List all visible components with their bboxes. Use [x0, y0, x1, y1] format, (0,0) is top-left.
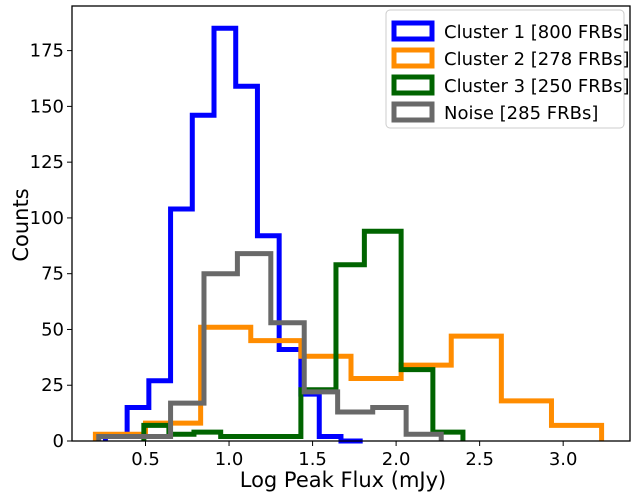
- series-4-outline: [96, 251, 444, 441]
- y-tick-label: 25: [41, 375, 64, 396]
- x-tick-label: 0.5: [131, 449, 160, 470]
- legend: Cluster 1 [800 FRBs] Cluster 2 [278 FRBs]…: [385, 9, 630, 129]
- series-2-outline: [92, 324, 605, 441]
- y-tick-label: 100: [30, 208, 64, 229]
- legend-label: Cluster 1 [800 FRBs]: [444, 22, 630, 43]
- plot-frame: [71, 5, 631, 442]
- histogram-series: [92, 25, 605, 444]
- legend-swatch: [391, 47, 435, 69]
- y-tick-label: 75: [41, 264, 64, 285]
- legend-swatch: [391, 20, 435, 42]
- x-tick-label: 1.0: [215, 449, 244, 470]
- legend-label: Cluster 3 [250 FRBs]: [444, 76, 630, 97]
- legend-label: Cluster 2 [278 FRBs]: [444, 49, 630, 70]
- y-axis-ticks: 0 25 50 75 100 125 150 175: [30, 41, 72, 452]
- series-3-outline: [141, 228, 466, 441]
- x-axis-label: Log Peak Flux (mJy): [240, 468, 447, 492]
- x-tick-label: 2.0: [382, 449, 411, 470]
- y-tick-label: 125: [30, 152, 64, 173]
- legend-swatch: [391, 101, 435, 123]
- x-tick-label: 3.0: [549, 449, 578, 470]
- legend-label: Noise [285 FRBs]: [444, 103, 598, 124]
- legend-box: [385, 9, 625, 129]
- y-tick-label: 175: [30, 41, 64, 62]
- x-tick-label: 2.5: [465, 449, 494, 470]
- y-tick-label: 50: [41, 319, 64, 340]
- x-axis-ticks: 0.5 1.0 1.5 2.0 2.5 3.0: [131, 441, 577, 470]
- y-tick-label: 150: [30, 96, 64, 117]
- y-axis-label: Counts: [9, 188, 33, 261]
- x-tick-label: 1.5: [298, 449, 327, 470]
- y-tick-label: 0: [53, 431, 64, 452]
- legend-swatch: [391, 74, 435, 96]
